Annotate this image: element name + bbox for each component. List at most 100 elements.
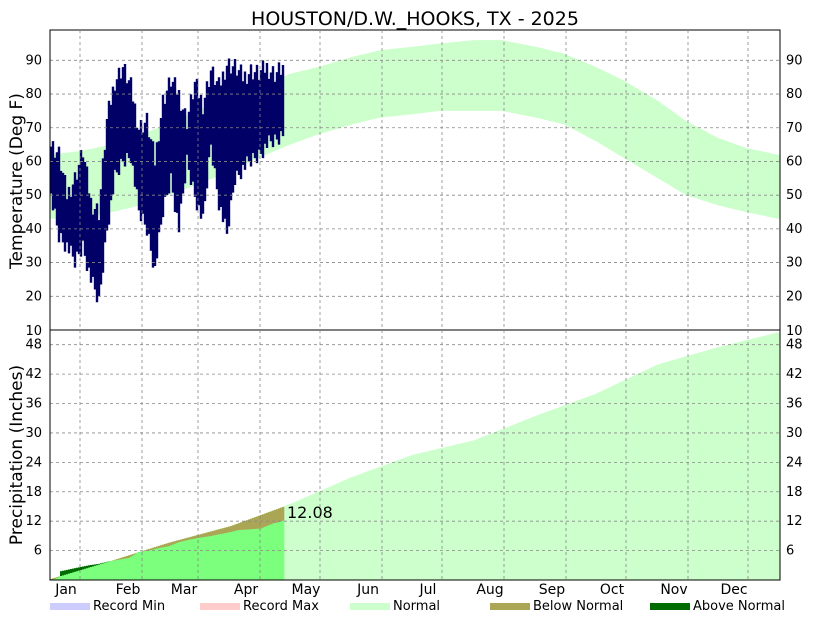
observed-precipitation-bar (164, 546, 167, 580)
temperature-tick-label-right: 30 (786, 256, 803, 271)
below-normal-bar (160, 545, 163, 548)
observed-precipitation-bar (184, 540, 187, 580)
above-normal-bar (60, 571, 63, 577)
observed-precipitation-bar (228, 532, 231, 580)
below-normal-bar (262, 514, 265, 528)
below-normal-bar (184, 538, 187, 541)
above-normal-bar (96, 564, 99, 566)
observed-precipitation-bar (196, 538, 199, 580)
legend-swatch (200, 603, 240, 610)
observed-precipitation-bar (178, 542, 181, 580)
below-normal-bar (268, 512, 271, 526)
observed-precipitation-bar (118, 559, 121, 580)
observed-precipitation-bar (274, 523, 277, 580)
precipitation-frame (49, 329, 781, 581)
observed-precipitation-bar (80, 570, 83, 580)
temperature-tick-label-right: 20 (786, 289, 803, 304)
below-normal-bar (210, 531, 213, 536)
observed-precipitation-bar (280, 521, 283, 580)
below-normal-bar (156, 546, 159, 549)
below-normal-bar (52, 578, 55, 580)
observed-precipitation-bar (66, 574, 69, 580)
observed-precipitation-bar (236, 530, 239, 580)
month-label: Mar (171, 582, 198, 598)
month-label: May (292, 582, 321, 598)
above-normal-bar (64, 570, 67, 575)
below-normal-bar (250, 518, 253, 530)
observed-precipitation-bar (234, 530, 237, 580)
below-normal-bar (128, 555, 131, 558)
below-normal-bar (252, 517, 255, 530)
observed-precipitation-bar (216, 534, 219, 580)
observed-precipitation-bar (268, 525, 271, 580)
legend-label: Above Normal (693, 599, 785, 614)
below-normal-bar (188, 537, 191, 540)
below-normal-bar (242, 521, 245, 530)
observed-precipitation-bar (190, 539, 193, 580)
below-normal-bar (134, 553, 137, 555)
observed-precipitation-bar (56, 578, 59, 580)
observed-precipitation-bar (226, 532, 229, 580)
observed-precipitation-bar (182, 541, 185, 580)
temperature-axis-min-right: 10 (786, 324, 803, 339)
month-label: Oct (600, 582, 625, 598)
below-normal-bar (256, 516, 259, 529)
observed-precipitation-bar (172, 544, 175, 580)
observed-precipitation-bar (192, 539, 195, 580)
below-normal-bar (270, 511, 273, 525)
above-normal-bar (70, 569, 73, 574)
below-normal-bar (204, 533, 207, 537)
month-label: Sep (539, 582, 566, 598)
month-label: Nov (660, 582, 687, 598)
observed-precipitation-bar (104, 562, 107, 580)
below-normal-bar (216, 529, 219, 535)
below-normal-bar (190, 536, 193, 540)
below-normal-bar (114, 559, 117, 561)
observed-precipitation-bar (270, 524, 273, 580)
below-normal-bar (264, 513, 267, 527)
below-normal-bar (278, 508, 281, 523)
observed-precipitation-bar (58, 577, 61, 580)
above-normal-bar (86, 565, 89, 569)
observed-precipitation-bar (198, 537, 201, 580)
observed-precipitation-bar (76, 571, 79, 580)
observed-precipitation-bar (86, 568, 89, 580)
observed-precipitation-bar (282, 520, 285, 580)
precipitation-tick-label-left: 12 (25, 514, 42, 529)
observed-precipitation-bar (212, 535, 215, 580)
below-normal-bar (260, 515, 263, 529)
below-normal-bar (228, 526, 231, 533)
observed-precipitation-bar (186, 540, 189, 580)
observed-precipitation-bar (276, 522, 279, 580)
below-normal-bar (198, 534, 201, 538)
temperature-tick-label-left: 40 (25, 222, 42, 237)
below-normal-bar (56, 577, 59, 579)
observed-precipitation-bar (162, 547, 165, 580)
observed-precipitation-bar (156, 548, 159, 580)
below-normal-bar (172, 541, 175, 545)
observed-precipitation-bar (224, 533, 227, 580)
below-normal-bar (176, 540, 179, 544)
below-normal-bar (192, 536, 195, 540)
below-normal-bar (274, 509, 277, 524)
below-normal-bar (220, 528, 223, 535)
observed-precipitation-bar (110, 561, 113, 580)
temperature-tick-label-right: 50 (786, 188, 803, 203)
observed-precipitation-bar (220, 534, 223, 580)
above-normal-bar (68, 569, 71, 574)
below-normal-bar (222, 528, 225, 534)
above-normal-bar (66, 569, 69, 575)
observed-precipitation-bar (260, 528, 263, 580)
temperature-tick-label-left: 20 (25, 289, 42, 304)
observed-precipitation-bar (136, 553, 139, 580)
observed-precipitation-bar (176, 543, 179, 580)
observed-precipitation-bar (144, 551, 147, 580)
below-normal-bar (258, 515, 261, 529)
month-axis: Jan Feb Mar Apr May Jun Jul Aug Sep Oct Nov Dec (54, 30, 749, 598)
observed-precipitation-bar (188, 539, 191, 580)
observed-precipitation-bar (194, 538, 197, 580)
observed-precipitation-bar (130, 556, 133, 580)
observed-precipitation-bar (92, 566, 95, 580)
observed-precipitation-bar (60, 576, 63, 580)
